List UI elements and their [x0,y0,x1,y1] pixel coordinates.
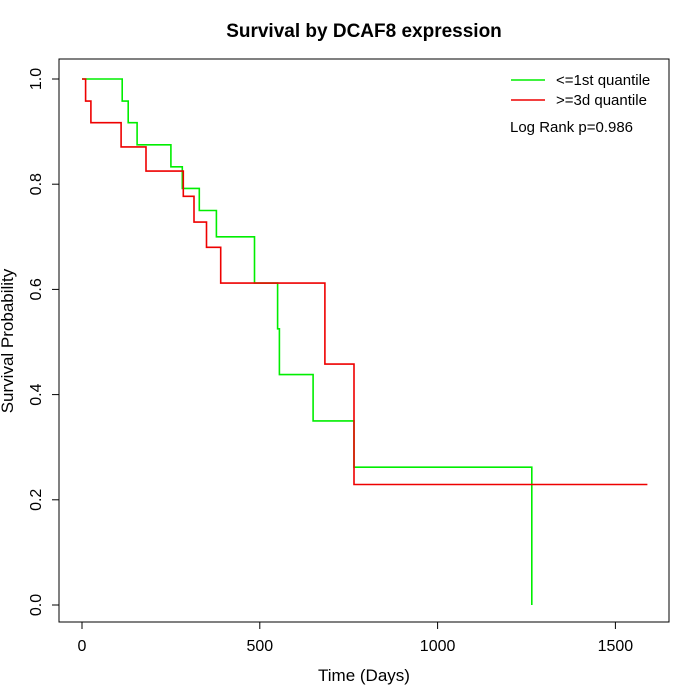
legend: <=1st quantile >=3d quantile [511,72,650,109]
series-line-0 [82,78,533,605]
log-rank-annotation: Log Rank p=0.986 [510,119,633,136]
legend-label: <=1st quantile [556,72,650,89]
legend-label: >=3d quantile [556,92,647,109]
y-tick-label: 0.2 [28,489,45,511]
x-tick-label: 500 [246,638,273,655]
x-tick-label: 1500 [598,638,634,655]
y-axis: 0.0 0.2 0.4 0.6 0.8 1.0 [28,68,60,616]
chart-title: Survival by DCAF8 expression [226,21,502,42]
y-tick-label: 0.4 [28,383,45,405]
x-axis-label: Time (Days) [318,666,410,685]
y-tick-label: 0.0 [28,594,45,616]
x-axis: 0 500 1000 1500 [78,621,634,655]
y-tick-label: 0.6 [28,278,45,300]
x-tick-label: 1000 [420,638,456,655]
series-layer [82,78,648,605]
x-tick-label: 0 [78,638,87,655]
series-line-1 [82,78,648,486]
y-tick-label: 1.0 [28,68,45,90]
y-tick-label: 0.8 [28,173,45,195]
plot-frame [58,58,670,623]
y-axis-label: Survival Probability [0,268,17,413]
